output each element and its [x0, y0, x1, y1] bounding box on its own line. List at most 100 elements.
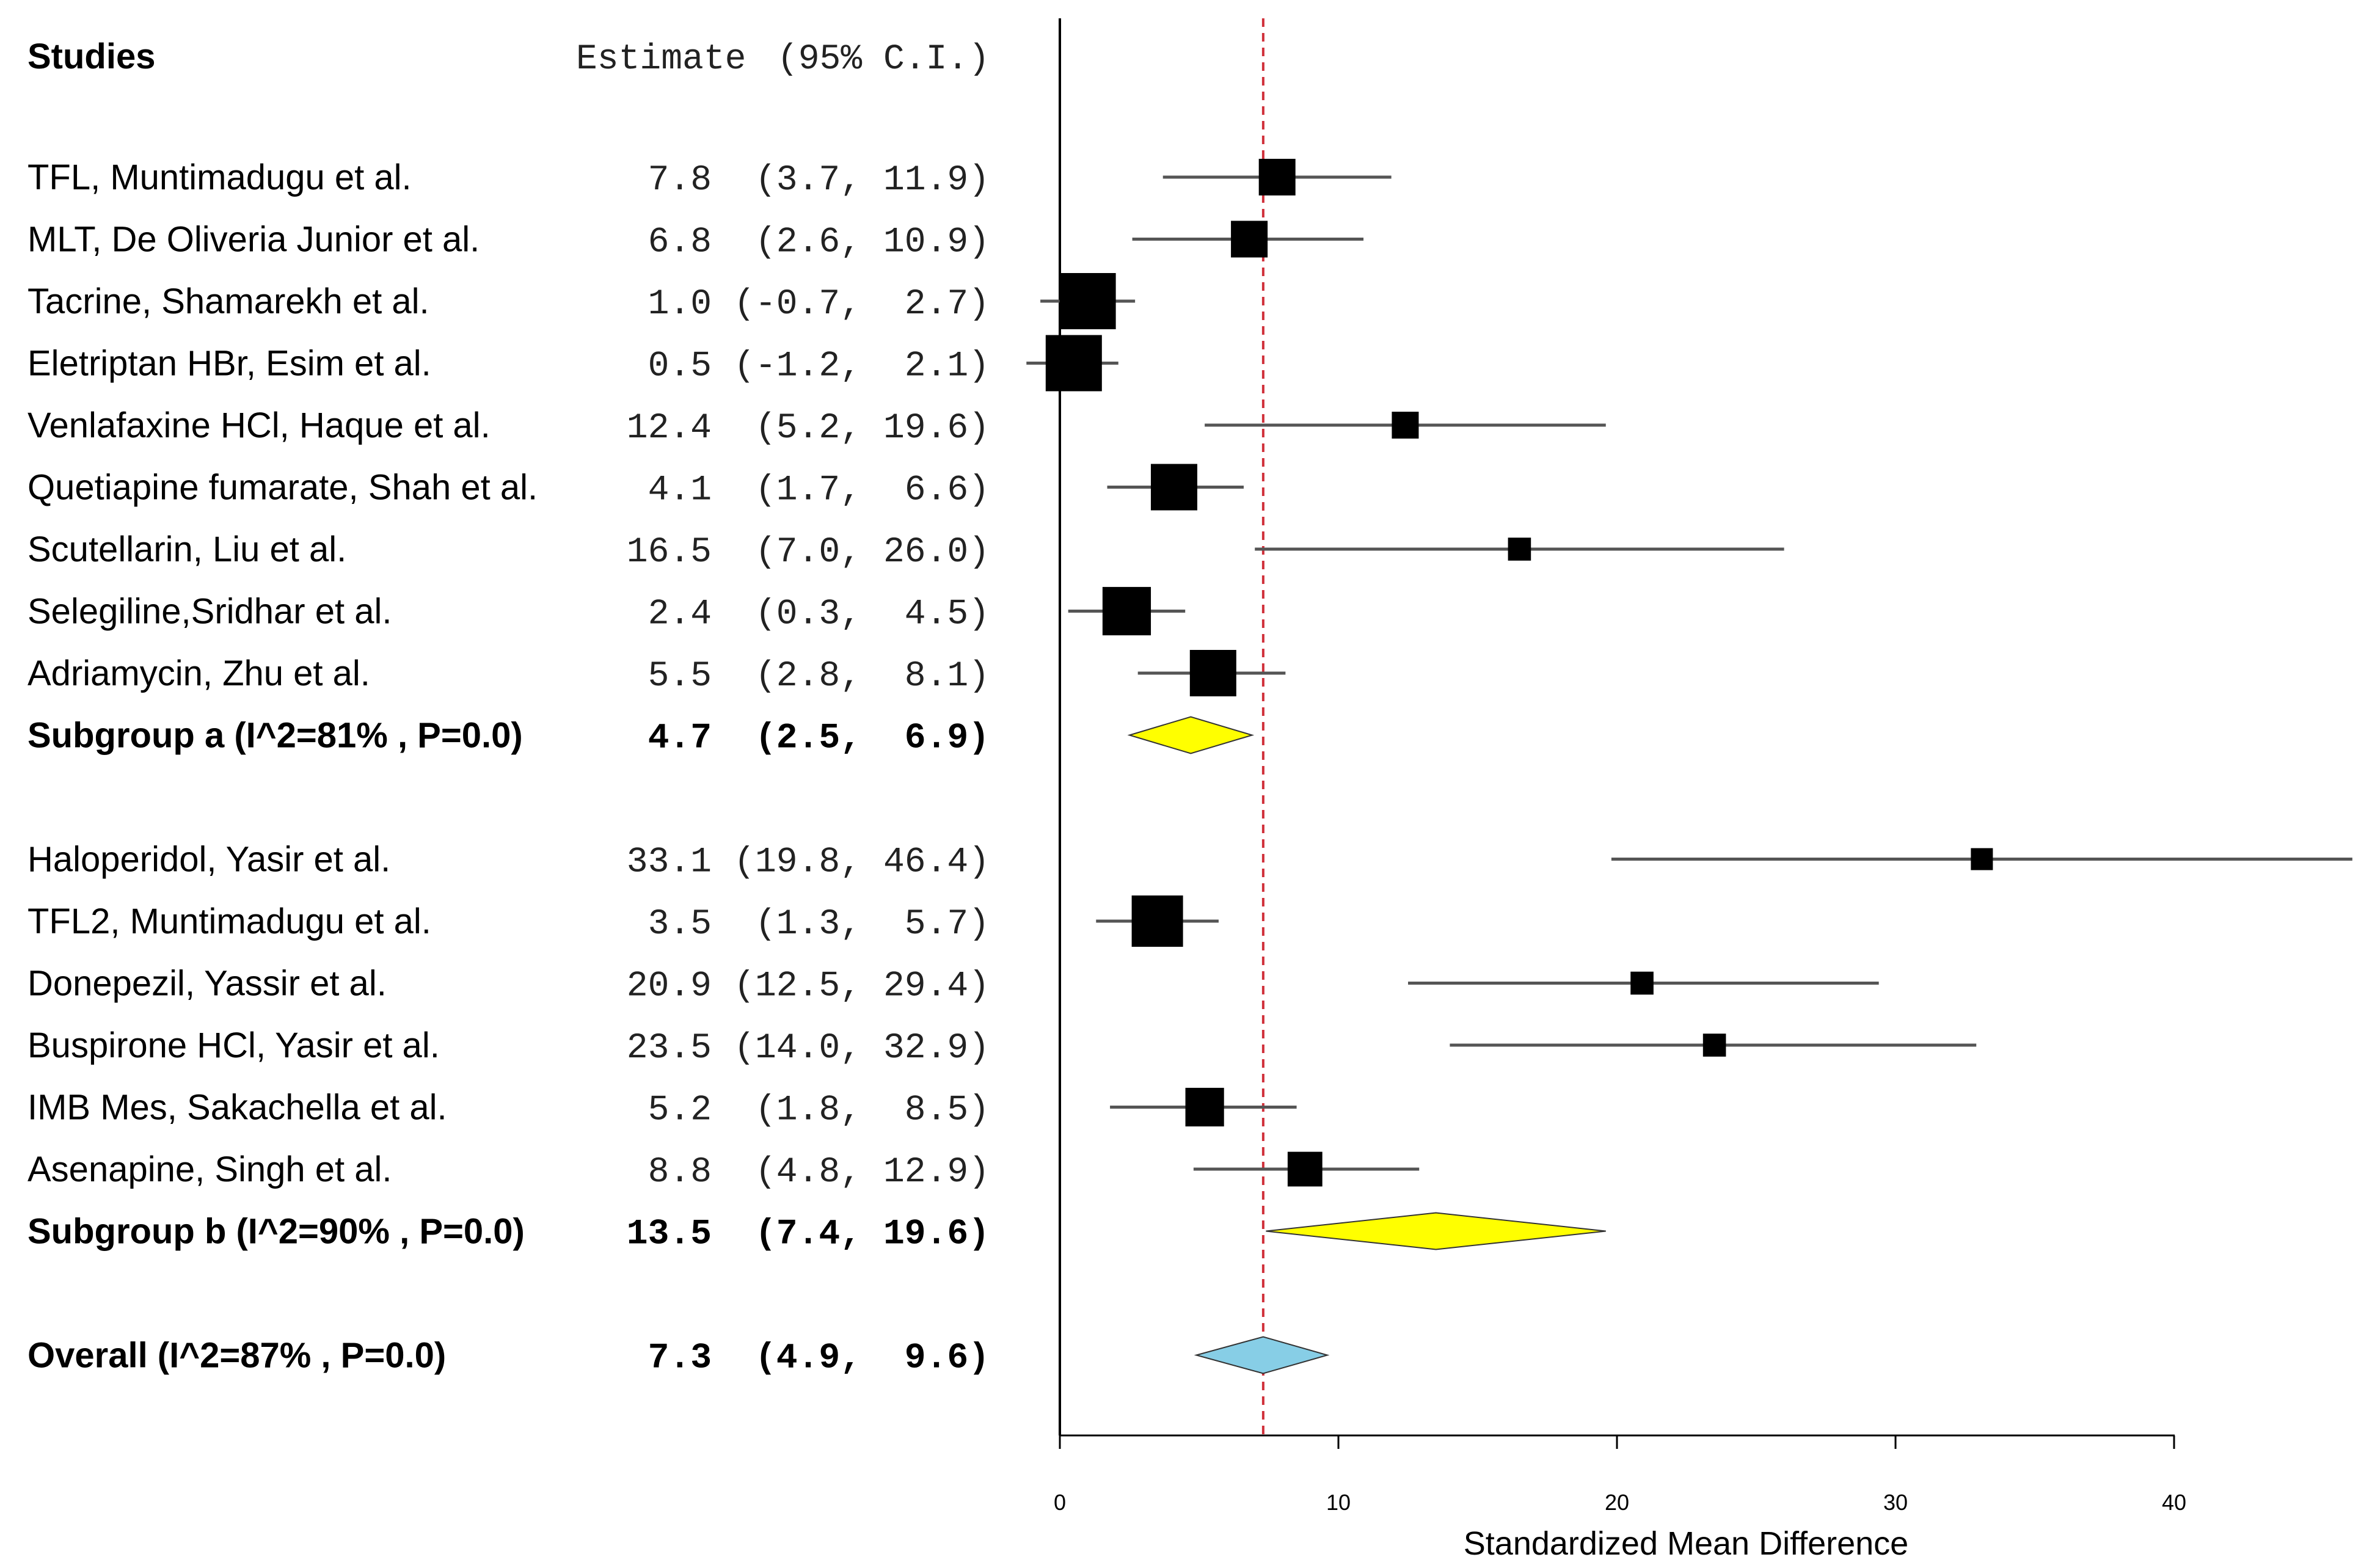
point-estimate-marker — [1702, 1034, 1726, 1057]
ci-lower-value: (14.0, — [734, 1029, 861, 1068]
ci-lower-value: (1.7, — [755, 471, 861, 511]
ci-lower-value: (3.7, — [755, 161, 861, 200]
x-tick-label: 40 — [2162, 1490, 2186, 1515]
ci-lower-value: (7.0, — [755, 533, 861, 572]
estimate-value: 12.4 — [627, 409, 712, 448]
study-label: Tacrine, Shamarekh et al. — [27, 282, 429, 321]
ci-lower-value: (-0.7, — [734, 285, 861, 324]
ci-lower-value: (2.6, — [755, 223, 861, 263]
ci-upper-value: 9.6) — [905, 1339, 990, 1379]
column-header-studies: Studies — [27, 37, 156, 76]
study-label: Eletriptan HBr, Esim et al. — [27, 344, 431, 384]
point-estimate-marker — [1258, 159, 1296, 195]
study-label: TFL, Muntimadugu et al. — [27, 158, 412, 197]
estimate-value: 16.5 — [627, 533, 712, 572]
ci-upper-value: 12.9) — [883, 1153, 990, 1192]
point-estimate-marker — [1630, 971, 1654, 995]
point-estimate-marker — [1150, 464, 1197, 511]
point-estimate-marker — [1059, 273, 1116, 329]
estimate-value: 7.3 — [648, 1339, 712, 1379]
study-label: Adriamycin, Zhu et al. — [27, 654, 370, 693]
estimate-value: 5.5 — [648, 657, 712, 696]
point-estimate-marker — [1189, 650, 1236, 696]
estimate-value: 23.5 — [627, 1029, 712, 1068]
x-tick-label: 30 — [1883, 1490, 1908, 1515]
point-estimate-marker — [1971, 848, 1993, 870]
ci-upper-value: 2.1) — [905, 347, 990, 387]
ci-lower-value: (7.4, — [755, 1215, 861, 1255]
x-tick-label: 0 — [1054, 1490, 1066, 1515]
summary-diamond — [1194, 1336, 1330, 1374]
x-tick-label: 20 — [1605, 1490, 1629, 1515]
estimate-value: 4.1 — [648, 471, 712, 511]
study-label: Scutellarin, Liu et al. — [27, 530, 346, 569]
point-estimate-marker — [1102, 586, 1151, 636]
estimate-value: 8.8 — [648, 1153, 712, 1192]
point-estimate-marker — [1045, 335, 1102, 392]
ci-upper-value: 2.7) — [905, 285, 990, 324]
estimate-value: 5.2 — [648, 1091, 712, 1131]
summary-diamond — [1127, 716, 1255, 754]
ci-lower-value: (-1.2, — [734, 347, 861, 387]
point-estimate-marker — [1231, 221, 1268, 258]
x-tick-label: 10 — [1326, 1490, 1351, 1515]
forest-rows: TFL, Muntimadugu et al. 7.8 (3.7, 11.9) MLT,… — [27, 158, 2352, 1379]
ci-lower-value: (0.3, — [755, 595, 861, 635]
ci-upper-value: 10.9) — [883, 223, 990, 263]
ci-lower-value: (5.2, — [755, 409, 861, 448]
ci-upper-value: 6.6) — [905, 471, 990, 511]
estimate-value: 13.5 — [627, 1215, 712, 1255]
study-label: Asenapine, Singh et al. — [27, 1150, 392, 1189]
estimate-value: 6.8 — [648, 223, 712, 263]
summary-diamond — [1266, 1212, 1606, 1250]
estimate-value: 3.5 — [648, 905, 712, 944]
ci-upper-value: 19.6) — [883, 1215, 990, 1255]
subtotal-label: Subgroup a (I^2=81% , P=0.0) — [27, 716, 523, 756]
subtotal-label: Overall (I^2=87% , P=0.0) — [27, 1336, 446, 1376]
study-label: MLT, De Oliveria Junior et al. — [27, 220, 480, 260]
ci-lower-value: (12.5, — [734, 967, 861, 1007]
estimate-value: 20.9 — [627, 967, 712, 1007]
ci-upper-value: 8.5) — [905, 1091, 990, 1131]
ci-upper-value: 4.5) — [905, 595, 990, 635]
point-estimate-marker — [1131, 895, 1183, 947]
study-label: TFL2, Muntimadugu et al. — [27, 902, 431, 941]
study-label: IMB Mes, Sakachella et al. — [27, 1088, 447, 1128]
ci-lower-value: (2.8, — [755, 657, 861, 696]
x-axis-ticks: 0 10 20 30 40 — [1054, 1435, 2186, 1515]
column-header-estimate: Estimate — [576, 40, 746, 79]
study-label: Selegiline,Sridhar et al. — [27, 592, 392, 632]
x-axis-label: Standardized Mean Difference — [1464, 1525, 1908, 1562]
estimate-value: 33.1 — [627, 843, 712, 883]
ci-upper-value: 32.9) — [883, 1029, 990, 1068]
study-label: Donepezil, Yassir et al. — [27, 964, 387, 1004]
ci-lower-value: (4.8, — [755, 1153, 861, 1192]
ci-upper-value: 5.7) — [905, 905, 990, 944]
estimate-value: 4.7 — [648, 719, 712, 759]
study-label: Haloperidol, Yasir et al. — [27, 840, 390, 880]
estimate-value: 7.8 — [648, 161, 712, 200]
estimate-value: 1.0 — [648, 285, 712, 324]
ci-upper-value: 8.1) — [905, 657, 990, 696]
column-header-ci: (95% C.I.) — [777, 40, 990, 79]
ci-lower-value: (1.8, — [755, 1091, 861, 1131]
study-label: Venlafaxine HCl, Haque et al. — [27, 406, 491, 445]
ci-lower-value: (1.3, — [755, 905, 861, 944]
ci-upper-value: 46.4) — [883, 843, 990, 883]
point-estimate-marker — [1392, 412, 1419, 439]
point-estimate-marker — [1508, 538, 1531, 561]
ci-lower-value: (2.5, — [755, 719, 861, 759]
ci-upper-value: 26.0) — [883, 533, 990, 572]
point-estimate-marker — [1185, 1087, 1224, 1127]
ci-upper-value: 6.9) — [905, 719, 990, 759]
estimate-value: 2.4 — [648, 595, 712, 635]
subtotal-label: Subgroup b (I^2=90% , P=0.0) — [27, 1212, 525, 1252]
ci-lower-value: (19.8, — [734, 843, 861, 883]
ci-upper-value: 29.4) — [883, 967, 990, 1007]
ci-lower-value: (4.9, — [755, 1339, 861, 1379]
study-label: Buspirone HCl, Yasir et al. — [27, 1026, 440, 1065]
study-label: Quetiapine fumarate, Shah et al. — [27, 468, 538, 508]
ci-upper-value: 11.9) — [883, 161, 990, 200]
